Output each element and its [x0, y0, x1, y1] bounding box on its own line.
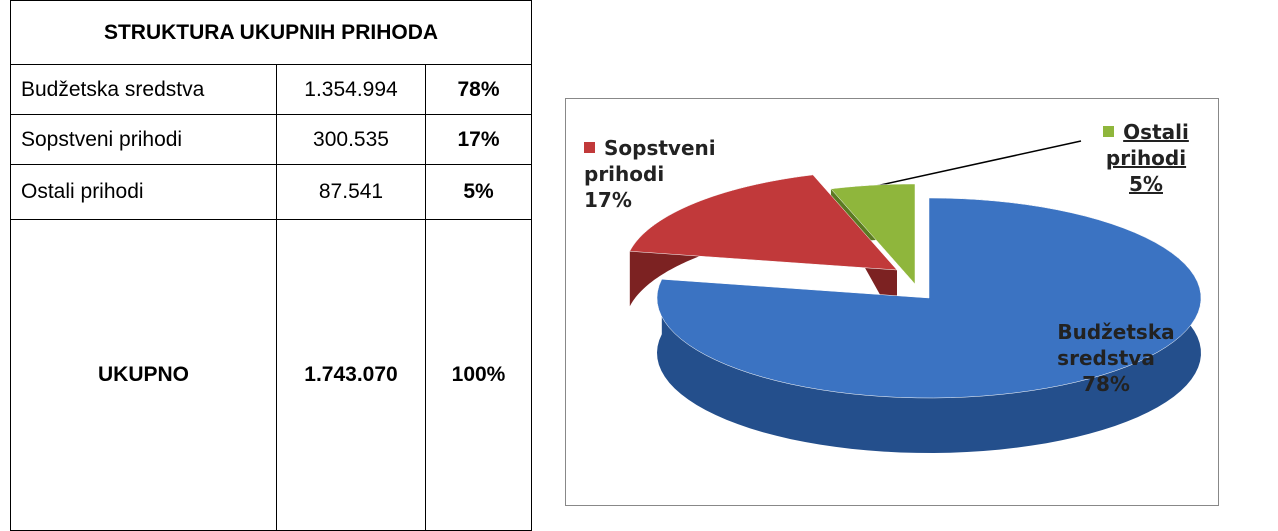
cell: 1.354.994: [276, 64, 426, 115]
cell: Sopstveni prihodi: [10, 114, 277, 165]
cell: UKUPNO: [10, 219, 277, 531]
data-label: Sopstveni prihodi 17%: [584, 135, 724, 213]
label-name: Sopstveni prihodi: [584, 136, 716, 186]
data-label: Budžetska sredstva 78%: [1006, 319, 1206, 397]
leader-line: [875, 140, 1082, 187]
pie-slice: [656, 197, 1202, 399]
cell: 17%: [425, 114, 532, 165]
label-name: Budžetska sredstva: [1057, 320, 1175, 370]
cell: 100%: [425, 219, 532, 531]
chart: [629, 140, 1202, 453]
pie-slice: [830, 183, 916, 285]
pie-slice: [629, 174, 898, 271]
label-name: Ostali prihodi: [1105, 120, 1189, 170]
cell: 1.743.070: [276, 219, 426, 531]
table-title: STRUKTURA UKUPNIH PRIHODA: [10, 0, 532, 65]
chart-area: Budžetska sredstva 78% Sopstveni prihodi 17…: [565, 98, 1219, 506]
legend-marker: [1103, 126, 1115, 137]
legend-marker: [584, 142, 595, 153]
cell: 78%: [425, 64, 532, 115]
label-value: 78%: [1082, 372, 1130, 396]
label-value: 17%: [584, 188, 632, 212]
cell: 300.535: [276, 114, 426, 165]
legend-marker: [1037, 326, 1049, 337]
label-value: 5%: [1129, 172, 1163, 196]
income-table: STRUKTURA UKUPNIH PRIHODA Budžetska sred…: [10, 0, 532, 531]
cell: Ostali prihodi: [10, 164, 277, 220]
cell: 5%: [425, 164, 532, 220]
cell: 87.541: [276, 164, 426, 220]
cell: Budžetska sredstva: [10, 64, 277, 115]
data-label: Ostali prihodi 5%: [1076, 119, 1216, 197]
